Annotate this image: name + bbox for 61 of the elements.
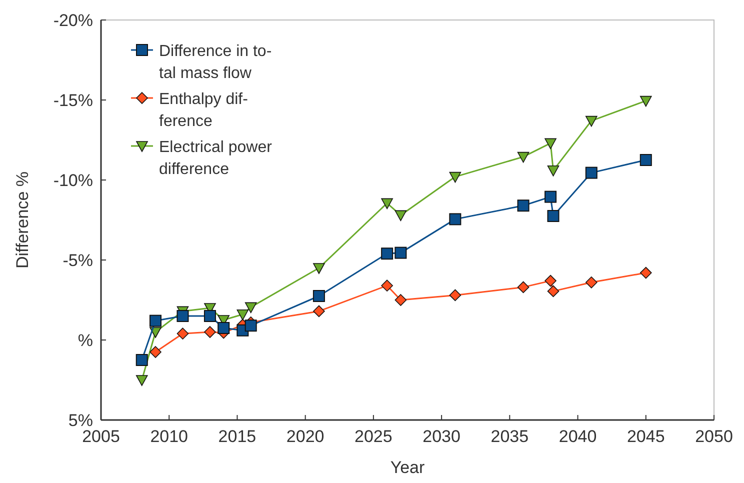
point [640, 266, 652, 279]
x-tick-label: 2045 [626, 427, 665, 446]
x-tick-label: 2050 [695, 427, 733, 446]
x-tick-label: 2035 [490, 427, 529, 446]
point [640, 96, 652, 107]
point [585, 166, 598, 179]
y-tick-label: -5% [62, 251, 93, 270]
legend-label: Difference in to- tal mass flow [159, 43, 272, 82]
point [449, 172, 462, 183]
point [312, 290, 325, 302]
point [313, 263, 325, 274]
x-tick-label: 2025 [354, 427, 392, 446]
y-tick-label: % [78, 331, 93, 350]
point [544, 138, 556, 150]
y-tick-label: -15% [53, 91, 93, 110]
point [218, 322, 230, 334]
point [150, 327, 162, 338]
y-tick-label: -20% [53, 11, 93, 30]
point [394, 246, 407, 259]
y-tick-label: 5% [68, 411, 93, 430]
point [150, 346, 162, 358]
y-tick-label: -10% [53, 171, 93, 190]
point [449, 289, 462, 302]
point [547, 166, 560, 176]
point [394, 294, 407, 306]
point [244, 302, 257, 314]
x-tick-label: 2010 [150, 427, 188, 446]
point [381, 248, 394, 260]
x-axis-title: Year [390, 458, 426, 477]
point [204, 326, 216, 338]
point [136, 375, 148, 386]
point [547, 285, 560, 298]
point [547, 210, 560, 222]
point [517, 281, 530, 294]
point [381, 198, 393, 210]
x-tick-label: 2040 [558, 427, 597, 446]
point [149, 314, 162, 327]
point [586, 276, 598, 288]
point [381, 280, 393, 292]
point [544, 190, 557, 203]
legend-label: Enthalpy dif- ference [159, 91, 248, 130]
y-axis-title: Difference % [13, 171, 32, 269]
point [236, 310, 249, 320]
x-tick-label: 2005 [82, 427, 120, 446]
point [586, 116, 598, 127]
x-tick-label: 2015 [218, 427, 256, 446]
point [544, 274, 556, 287]
point [136, 354, 148, 366]
point [517, 200, 530, 212]
legend-label: Electrical power difference [159, 139, 273, 178]
point [640, 154, 652, 166]
point [244, 320, 257, 332]
x-tick-label: 2030 [422, 427, 460, 446]
point [449, 213, 462, 226]
point [176, 310, 189, 322]
point [517, 152, 530, 163]
point [313, 305, 325, 318]
x-tick-label: 2020 [286, 427, 324, 446]
point [176, 328, 189, 340]
point [204, 310, 216, 322]
point [394, 210, 407, 222]
